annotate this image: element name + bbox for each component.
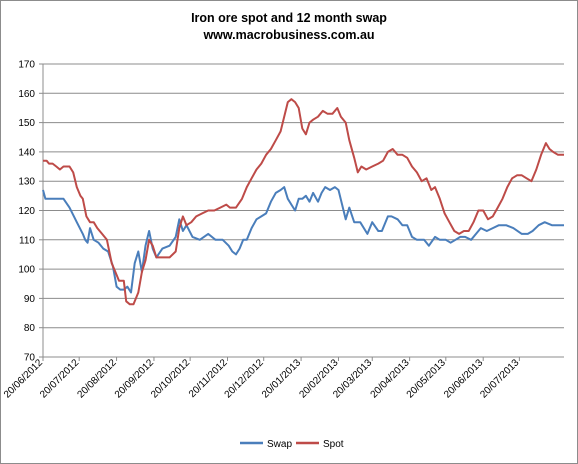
legend-swap-label: Swap: [267, 439, 292, 450]
x-tick-label: 20/05/2013: [405, 357, 448, 400]
x-tick-label: 20/07/2012: [38, 357, 81, 400]
y-tick-label: 150: [18, 118, 35, 129]
x-axis-ticks: 20/06/201220/07/201220/08/201220/09/2012…: [2, 357, 522, 401]
series-lines: [42, 98, 564, 306]
y-axis-ticks: 70 80 90 100 110 120 130 140 150 160 170: [18, 60, 43, 364]
x-tick-label: 20/10/2012: [149, 357, 192, 400]
y-tick-label: 160: [18, 89, 35, 100]
y-tick-label: 170: [18, 60, 35, 71]
chart-subtitle: www.macrobusiness.com.au: [202, 28, 374, 42]
y-tick-label: 100: [18, 265, 35, 276]
y-tick-label: 120: [18, 206, 35, 217]
y-tick-label: 110: [19, 235, 35, 246]
chart-title: Iron ore spot and 12 month swap: [191, 11, 387, 25]
y-tick-label: 80: [24, 323, 36, 334]
x-tick-label: 20/07/2013: [478, 357, 521, 400]
y-tick-label: 70: [24, 353, 36, 364]
y-tick-label: 130: [18, 177, 35, 188]
x-tick-label: 20/01/2013: [260, 357, 303, 400]
series-line-swap: [42, 186, 564, 294]
legend-spot-label: Spot: [323, 439, 344, 450]
x-tick-label: 20/12/2012: [223, 357, 266, 400]
axes: [42, 64, 564, 358]
y-tick-label: 90: [24, 294, 36, 305]
series-line-spot: [43, 98, 564, 306]
gridlines: [43, 63, 564, 358]
x-tick-label: 20/08/2012: [76, 357, 119, 400]
y-tick-label: 140: [18, 147, 35, 158]
legend: Swap Spot: [240, 439, 344, 450]
